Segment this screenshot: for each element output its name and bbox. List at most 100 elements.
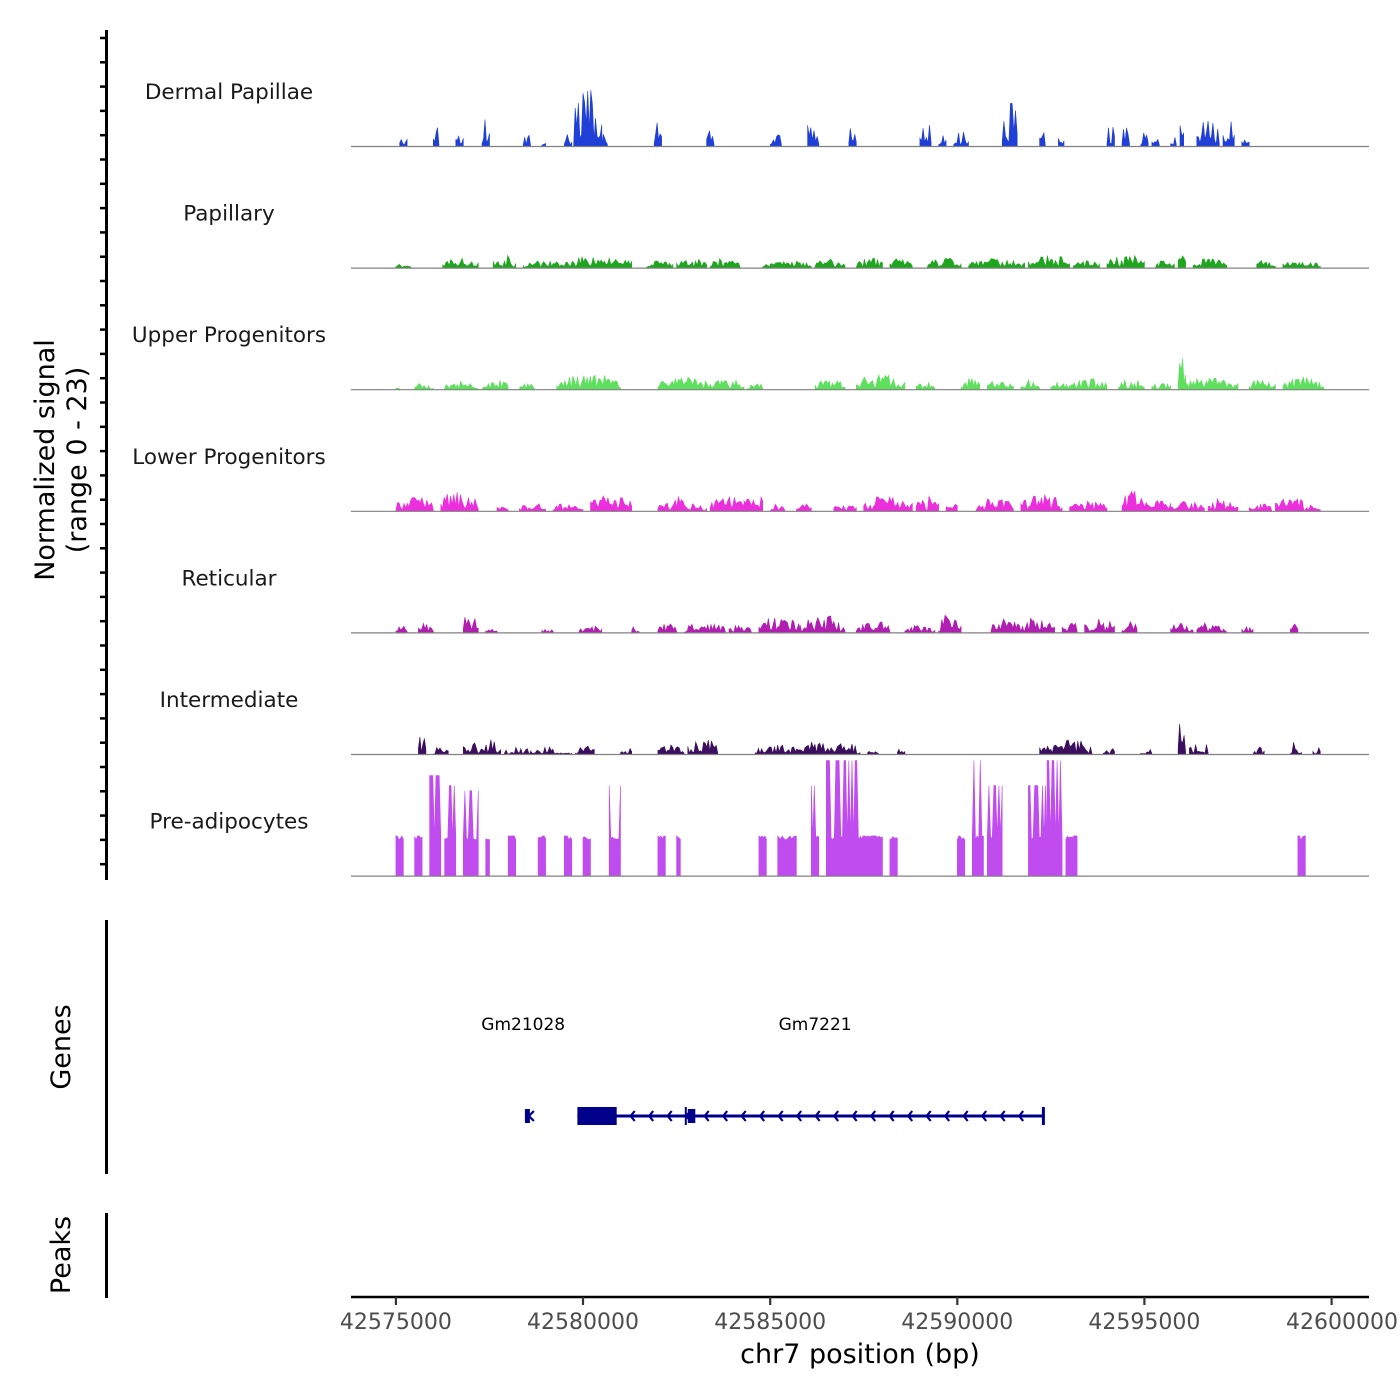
gene-exon <box>577 1107 617 1125</box>
signal-peak <box>676 835 681 877</box>
signal-peak <box>657 835 666 877</box>
signal-peak <box>710 495 745 512</box>
signal-peak <box>433 127 440 147</box>
signal-peak <box>889 258 913 269</box>
signal-peak <box>796 503 812 512</box>
gene-strand-arrow <box>647 1110 655 1122</box>
signal-peak <box>1282 261 1321 269</box>
gene-strand-arrow <box>795 1110 803 1122</box>
signal-peak <box>463 739 501 755</box>
track-label: Dermal Papillae <box>145 80 313 105</box>
signal-peak <box>442 257 479 269</box>
track-label: Lower Progenitors <box>132 445 325 470</box>
signal-peak <box>429 775 442 877</box>
signal-peak <box>777 835 797 877</box>
genes-label: Genes <box>46 1004 77 1089</box>
signal-peak <box>575 745 595 755</box>
signal-peak <box>590 495 632 512</box>
signal-peak <box>1170 501 1205 512</box>
signal-peak <box>1248 379 1276 390</box>
signal-peak <box>463 790 479 877</box>
signal-peak <box>1192 258 1228 269</box>
signal-peak <box>915 495 939 512</box>
signal-peak <box>990 618 1022 634</box>
track-5 <box>351 723 1369 756</box>
signal-peak <box>395 835 404 877</box>
signal-peak <box>519 503 546 512</box>
signal-peak <box>1121 490 1145 512</box>
signal-peak <box>833 505 857 512</box>
signal-peak <box>1140 132 1149 147</box>
signal-peak <box>1121 621 1138 634</box>
gene-strand-arrow <box>869 1110 877 1122</box>
signal-peak <box>564 835 573 877</box>
signal-peak <box>1028 255 1070 269</box>
signal-peak <box>758 617 801 634</box>
signal-peak <box>522 260 565 269</box>
signal-peak <box>953 132 969 147</box>
gene-strand-arrow <box>684 1110 692 1122</box>
signal-peak <box>676 258 707 269</box>
signal-peak <box>1179 125 1184 147</box>
gene-label: Gm7221 <box>779 1015 852 1035</box>
signal-tracks <box>351 90 1369 877</box>
signal-peak <box>657 496 689 512</box>
signal-peak <box>1084 618 1115 634</box>
track-label: Pre-adipocytes <box>150 810 309 835</box>
signal-peak <box>522 134 531 147</box>
signal-peak <box>1001 102 1018 147</box>
track-labels: Dermal Papillae Papillary Upper Progenitor… <box>132 80 326 835</box>
signal-peak <box>1290 623 1299 634</box>
signal-peak <box>541 628 554 634</box>
signal-y-axis-title: Normalized signal (range 0 - 23) <box>30 339 93 581</box>
signal-peak <box>1189 744 1209 755</box>
signal-peak <box>579 625 603 634</box>
signal-peak <box>657 623 677 634</box>
signal-peak <box>710 258 741 269</box>
gene-strand-arrow <box>703 1110 710 1122</box>
signal-peak <box>504 746 531 755</box>
signal-peak <box>1151 383 1171 390</box>
signal-peak <box>573 90 603 147</box>
signal-peak <box>1140 748 1153 755</box>
genes-panel-title: Genes <box>46 1004 77 1089</box>
signal-peak <box>395 264 412 269</box>
signal-peak <box>418 736 427 755</box>
signal-peak <box>811 785 820 877</box>
signal-peak <box>1207 497 1239 512</box>
gene-strand-arrow <box>851 1110 858 1122</box>
gene-strand-arrow <box>814 1110 821 1122</box>
gene-strand-arrow <box>925 1110 932 1122</box>
signal-peak <box>1046 760 1063 877</box>
signal-peak <box>519 383 535 390</box>
signal-peak <box>418 622 434 634</box>
signal-peak <box>945 503 958 512</box>
signal-peak <box>485 838 490 877</box>
signal-peak <box>1039 131 1046 147</box>
signal-peak <box>1177 723 1186 755</box>
signal-peak <box>1069 500 1108 512</box>
signal-peak <box>848 128 857 147</box>
gene-strand-arrow <box>943 1110 951 1122</box>
signal-peak <box>1020 493 1063 512</box>
signal-peak <box>754 744 801 755</box>
signal-peak <box>1020 617 1055 634</box>
signal-peak <box>927 257 962 269</box>
signal-y-range-label: (range 0 - 23) <box>62 367 93 554</box>
signal-peak <box>814 380 846 390</box>
signal-peak <box>687 503 707 512</box>
signal-peak <box>987 380 1014 390</box>
signal-peak <box>859 834 883 877</box>
signal-peak <box>919 125 932 147</box>
signal-peak <box>481 119 490 147</box>
signal-peak <box>1144 500 1171 512</box>
gene-strand-arrow <box>527 1110 535 1122</box>
gene-strand-arrow <box>962 1110 969 1122</box>
signal-peak <box>1058 138 1065 147</box>
signal-peak <box>1065 835 1078 877</box>
signal-peak <box>608 785 621 877</box>
signal-peak <box>1312 746 1321 755</box>
signal-peak <box>1106 126 1115 147</box>
gene-exon <box>687 1109 696 1123</box>
